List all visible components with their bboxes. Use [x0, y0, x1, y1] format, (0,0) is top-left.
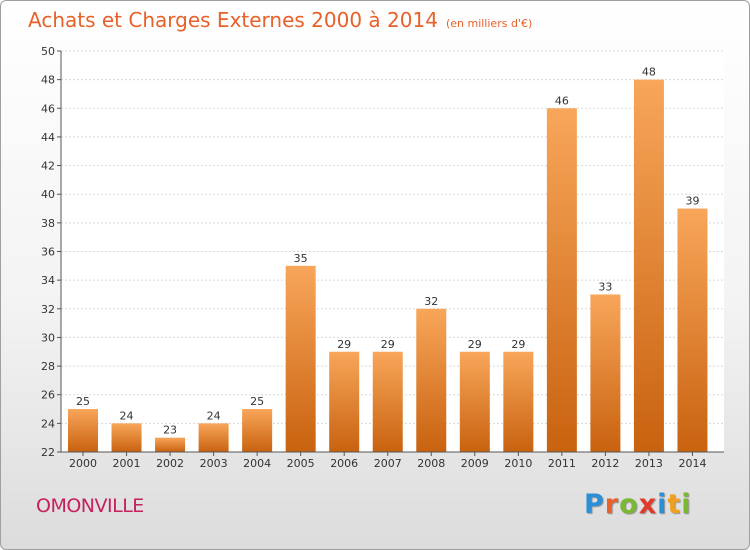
value-label: 48 — [642, 66, 656, 79]
y-tick-label: 42 — [41, 160, 55, 173]
x-tick-label: 2006 — [330, 457, 358, 470]
x-tick-label: 2012 — [591, 457, 619, 470]
x-tick-label: 2008 — [417, 457, 445, 470]
x-tick-label: 2010 — [504, 457, 532, 470]
y-tick-label: 48 — [41, 74, 55, 87]
x-tick-label: 2000 — [69, 457, 97, 470]
logo-letter: i — [657, 489, 668, 520]
bar-2010 — [503, 351, 534, 452]
value-label: 25 — [250, 395, 264, 408]
x-tick-label: 2009 — [461, 457, 489, 470]
y-tick-label: 36 — [41, 246, 55, 259]
bar-2006 — [329, 351, 360, 452]
value-label: 25 — [76, 395, 90, 408]
value-label: 29 — [511, 338, 525, 351]
bar-2001 — [111, 423, 142, 452]
bar-2004 — [242, 409, 273, 452]
value-label: 39 — [685, 195, 699, 208]
x-tick-label: 2014 — [678, 457, 706, 470]
y-tick-label: 34 — [41, 274, 55, 287]
x-tick-label: 2013 — [635, 457, 663, 470]
value-label: 29 — [337, 338, 351, 351]
y-tick-label: 28 — [41, 360, 55, 373]
bar-2003 — [198, 423, 229, 452]
y-tick-label: 46 — [41, 102, 55, 115]
logo-letter: t — [667, 489, 682, 520]
y-tick-label: 50 — [41, 45, 55, 58]
logo-letter: P — [584, 489, 605, 520]
x-tick-label: 2001 — [113, 457, 141, 470]
y-tick-label: 40 — [41, 188, 55, 201]
y-tick-label: 24 — [41, 417, 55, 430]
commune-name: OMONVILLE — [36, 495, 144, 517]
logo-letter: i — [681, 489, 692, 520]
x-tick-label: 2007 — [374, 457, 402, 470]
bar-2012 — [590, 294, 621, 452]
y-tick-label: 30 — [41, 331, 55, 344]
y-tick-label: 32 — [41, 303, 55, 316]
bar-2011 — [546, 108, 577, 453]
y-tick-label: 44 — [41, 131, 55, 144]
value-label: 33 — [598, 280, 612, 293]
bar-2002 — [155, 437, 186, 452]
proxiti-logo: Proxiti — [584, 489, 692, 520]
x-tick-label: 2005 — [287, 457, 315, 470]
value-label: 24 — [120, 409, 134, 422]
logo-letter: o — [619, 489, 639, 520]
value-label: 29 — [468, 338, 482, 351]
y-tick-labels: 22 24 26 28 30 32 34 36 38 40 42 44 46 48 50 — [41, 45, 55, 459]
bar-2007 — [372, 351, 403, 452]
chart-subtitle: (en milliers d'€) — [445, 17, 533, 30]
x-tick-label: 2002 — [156, 457, 184, 470]
value-label: 46 — [555, 94, 569, 107]
axes — [60, 51, 724, 456]
bar-2009 — [459, 351, 490, 452]
bar-2005 — [285, 265, 316, 452]
bar-2008 — [416, 308, 447, 452]
value-label: 23 — [163, 424, 177, 437]
logo-letter: x — [638, 489, 658, 520]
value-label: 35 — [294, 252, 308, 265]
logo-letter: r — [604, 489, 620, 520]
x-tick-labels: 2000 2001 2002 2003 2004 2005 2006 2007 2008 2009… — [69, 457, 706, 470]
value-label: 32 — [424, 295, 438, 308]
y-tick-label: 26 — [41, 389, 55, 402]
x-tick-label: 2004 — [243, 457, 271, 470]
value-label: 24 — [207, 409, 221, 422]
y-tick-label: 38 — [41, 217, 55, 230]
chart-title: Achats et Charges Externes 2000 à 2014 (e… — [28, 8, 532, 32]
x-tick-label: 2003 — [200, 457, 228, 470]
bars — [68, 79, 708, 453]
value-label: 29 — [381, 338, 395, 351]
y-tick-label: 22 — [41, 446, 55, 459]
bar-2013 — [633, 79, 664, 453]
chart-title-text: Achats et Charges Externes 2000 à 2014 — [28, 8, 438, 32]
value-labels: 25 24 23 24 25 35 29 29 32 29 29 46 33 48 39 — [76, 66, 699, 437]
bar-2000 — [68, 409, 98, 452]
x-tick-label: 2011 — [548, 457, 576, 470]
bar-2014 — [677, 208, 708, 452]
